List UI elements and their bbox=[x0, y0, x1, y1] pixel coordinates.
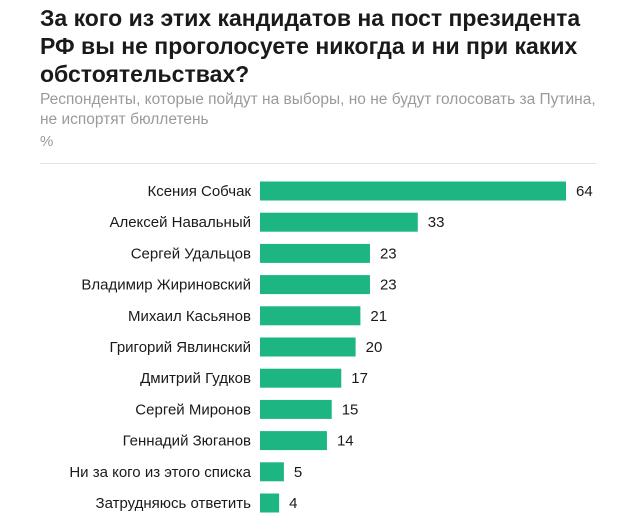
bar bbox=[260, 275, 370, 295]
category-label: Михаил Касьянов bbox=[128, 308, 251, 325]
category-label: Сергей Удальцов bbox=[131, 245, 251, 262]
unit-label: % bbox=[40, 133, 54, 150]
value-label: 64 bbox=[576, 183, 593, 200]
bar-chart: Ксения Собчак 64 Алексей Навальный 33 Сергей… bbox=[69, 181, 593, 513]
bar bbox=[260, 337, 356, 357]
value-label: 15 bbox=[342, 401, 359, 418]
category-label: Ксения Собчак bbox=[147, 183, 251, 200]
value-label: 14 bbox=[337, 433, 354, 450]
bar bbox=[260, 431, 327, 451]
value-label: 5 bbox=[294, 464, 302, 481]
bar bbox=[260, 306, 361, 326]
value-label: 17 bbox=[351, 370, 368, 387]
bar bbox=[260, 368, 342, 388]
chart-title: За кого из этих кандидатов на пост прези… bbox=[40, 5, 581, 87]
bar bbox=[260, 462, 284, 482]
category-label: Дмитрий Гудков bbox=[140, 370, 251, 387]
category-label: Затрудняюсь ответить bbox=[96, 495, 252, 512]
value-label: 33 bbox=[428, 214, 445, 231]
divider bbox=[40, 163, 596, 164]
value-label: 23 bbox=[380, 245, 397, 262]
value-label: 21 bbox=[370, 308, 387, 325]
category-label: Владимир Жириновский bbox=[81, 277, 251, 294]
bar bbox=[260, 243, 370, 263]
bar bbox=[260, 399, 332, 419]
category-label: Геннадий Зюганов bbox=[123, 433, 251, 450]
category-label: Григорий Явлинский bbox=[110, 339, 251, 356]
bar bbox=[260, 212, 418, 232]
category-label: Ни за кого из этого списка bbox=[69, 464, 251, 481]
bar bbox=[260, 493, 280, 513]
category-label: Алексей Навальный bbox=[109, 214, 251, 231]
value-label: 4 bbox=[289, 495, 297, 512]
value-label: 20 bbox=[366, 339, 383, 356]
category-label: Сергей Миронов bbox=[135, 401, 251, 418]
chart-subtitle: Респонденты, которые пойдут на выборы, н… bbox=[40, 91, 596, 128]
bar bbox=[260, 181, 566, 201]
value-label: 23 bbox=[380, 277, 397, 294]
